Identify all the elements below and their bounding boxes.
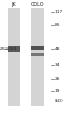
Bar [8, 8, 20, 106]
Text: 34: 34 [55, 63, 61, 67]
Text: 117: 117 [55, 10, 63, 14]
Bar [8, 46, 20, 52]
Text: 19: 19 [55, 89, 61, 93]
Bar [31, 46, 44, 50]
Text: COLO: COLO [31, 2, 44, 7]
Text: 85: 85 [55, 23, 61, 27]
Bar [31, 8, 44, 106]
Text: JK: JK [12, 2, 16, 7]
Text: 26: 26 [55, 77, 61, 81]
Text: (kD): (kD) [55, 99, 64, 103]
Text: 48: 48 [55, 47, 61, 51]
Text: ZIC1/2/3: ZIC1/2/3 [0, 47, 17, 51]
Bar [31, 53, 44, 56]
